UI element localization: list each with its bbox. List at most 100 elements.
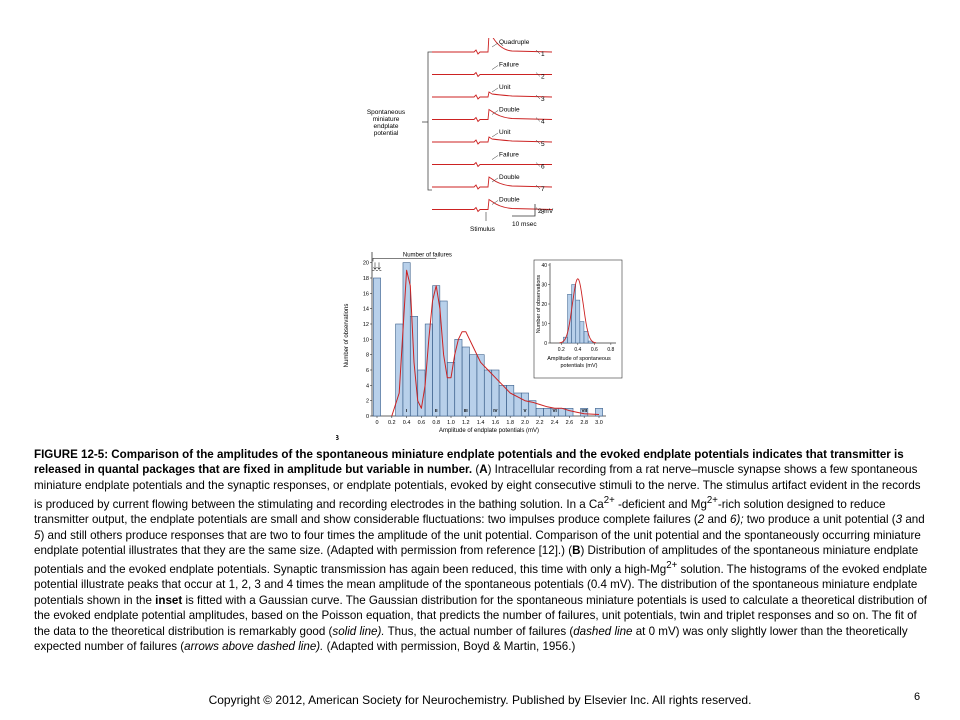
y-tick-label: 16 [363,291,369,297]
group-label-line-3: endplate [374,123,399,130]
trace-line [432,198,553,213]
peak-roman-label: III [464,408,468,413]
peak-roman-label: VI [552,408,556,413]
inset-x-axis-label: Amplitude of spontaneous [547,356,611,362]
scale-voltage: 2 mV [538,208,554,215]
histogram-bar [447,362,455,417]
histogram-bar [580,408,589,417]
x-tick-label: 1.2 [462,420,470,426]
group-label-line-2: miniature [373,116,400,123]
inset-y-tick-label: 40 [541,263,547,269]
inset-y-tick-label: 30 [541,283,547,289]
inset-histogram: 0 10 20 30 40 0.2 0.4 0.6 0.8 Amplitude of sponta… [533,259,623,379]
caption-text: is fitted with a Gaussian curve. The Gau… [34,593,928,638]
trace-number-leader [535,117,541,122]
trace-type-label: Failure [499,62,519,69]
scale-bar [512,204,536,217]
trace-number-leader [535,139,541,145]
trace-leader [491,177,499,183]
x-tick-label: 2.2 [536,420,544,426]
inset-histogram-bar [579,321,585,344]
trace-number: 4 [541,119,545,126]
group-label-line-4: potential [374,130,399,137]
trace-type-label: Unit [499,129,511,136]
histogram-bar [476,354,485,417]
stimulus-label: Stimulus [470,226,496,233]
trace-number-leader [535,49,541,55]
inset-histogram-bar [567,294,572,344]
caption-italic: arrows above dashed line). [184,639,324,653]
caption-text: ) Distribution of amplitudes of the spon… [34,543,919,577]
trace-line [432,33,553,55]
trace-type-label: Double [499,174,520,181]
trace-line [432,71,552,78]
trace-leader [491,200,499,205]
peak-roman-label: IV [493,408,497,413]
inset-y-tick-label: 0 [544,341,547,347]
trace-leader [491,132,499,138]
x-tick-label: 0.6 [418,420,426,426]
y-tick-label: 4 [366,383,369,389]
histogram-bar [565,408,574,417]
trace-leader [491,87,499,93]
copyright-footer: Copyright © 2012, American Society for N… [208,693,752,707]
trace-line [432,161,552,168]
trace-leader [491,155,499,160]
caption-panel-ref: A [479,463,488,477]
caption-text: -deficient and Mg [614,497,707,511]
trace-leader [491,42,499,48]
figure-caption: FIGURE 12-5: Comparison of the amplitude… [34,447,930,654]
x-tick-label: 0.8 [432,420,440,426]
failure-arrow [373,262,377,270]
panel-b-histogram: 0 2 4 6 8 10 12 14 16 18 20 0 0.2 0.4 0.6 0.8 1.0 1.2 1.4 1… [334,238,636,446]
trace-line [432,91,553,100]
histogram-bar [461,346,470,417]
histogram-bar [469,354,478,417]
caption-bold: inset [155,593,183,607]
page-number: 6 [914,691,921,703]
x-tick-label: 1.8 [506,420,514,426]
failures-label: Number of failures [403,252,452,258]
caption-text: at 0 mV) was only slightly lower than th… [34,624,908,653]
caption-text: and [902,513,925,527]
trace-number-leader [535,162,541,167]
inset-x-tick-label: 0.8 [607,347,614,353]
main-histogram: 0 2 4 6 8 10 12 14 16 18 20 0 0.2 0.4 0.6 0.8 1.0 1.2 1.4 1… [344,252,606,434]
peak-roman-label: II [435,408,438,413]
histogram-bar [498,385,507,417]
gaussian-curve [559,278,597,344]
caption-text: Thus, the actual number of failures ( [384,624,574,638]
y-tick-label: 2 [366,399,369,405]
failures-bracket [372,258,437,262]
caption-lead: FIGURE 12-5: Comparison of the amplitude… [34,448,904,477]
histogram-bar [439,300,448,417]
caption-italic: 5 [34,528,41,542]
peak-roman-label: I [406,408,407,413]
histogram-bar [595,408,603,417]
caption-text: two produce a unit potential ( [743,513,896,527]
y-tick-label: 10 [363,337,369,343]
trace-type-label: Unit [499,84,511,91]
traces-figure: Quadruple 1 Failure 2 Unit 3 Double 4 Unit 5 Failu… [338,33,554,240]
histogram-bar [535,408,544,417]
caption-italic: 2 [697,513,705,527]
trace-type-label: Failure [499,152,519,159]
trace-number: 3 [541,96,545,103]
histogram-bar [484,369,492,417]
x-axis-label: Amplitude of endplate potentials (mV) [439,428,539,434]
caption-italic: 3 [895,513,903,527]
y-tick-label: 20 [363,261,369,267]
trace-number: 7 [541,186,545,193]
group-label-line-1: Spontaneous [367,109,406,116]
inset-x-axis-label-line2: potentials (mV) [561,363,598,369]
caption-superscript: 2+ [603,495,615,507]
trace-type-label: Double [499,107,520,114]
x-tick-label: 0 [375,420,378,426]
trace-number-leader [535,72,541,77]
y-tick-label: 14 [363,307,369,313]
y-tick-label: 18 [363,276,369,282]
histogram-bar [432,285,441,417]
y-tick-label: 0 [366,414,369,420]
x-tick-label: 2.8 [580,420,588,426]
x-tick-label: 1.0 [447,420,455,426]
